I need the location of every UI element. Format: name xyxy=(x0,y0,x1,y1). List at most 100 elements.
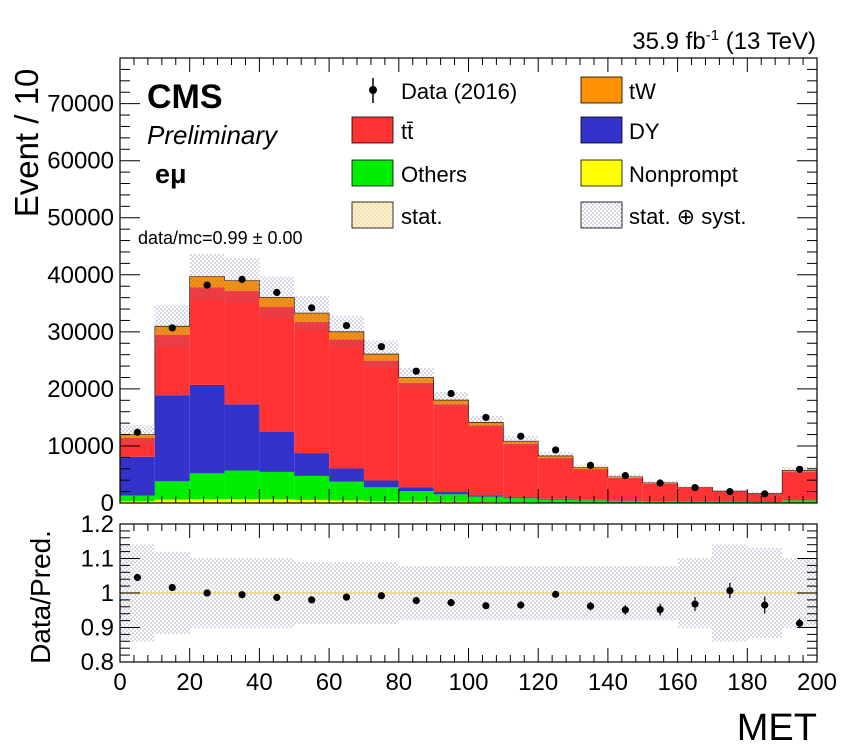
x-tick-label: 80 xyxy=(385,669,412,696)
ratio-point xyxy=(168,583,176,592)
bar-others xyxy=(189,473,225,500)
data-point xyxy=(795,465,804,473)
bar-others xyxy=(224,470,260,500)
preliminary-label: Preliminary xyxy=(147,120,279,150)
bar-ttbar xyxy=(573,469,608,500)
x-tick-label: 100 xyxy=(448,669,488,696)
ratio-point xyxy=(726,586,734,595)
ratio-point xyxy=(342,593,351,601)
ratio-point xyxy=(273,593,281,602)
ratio-point xyxy=(412,596,420,605)
bar-dy xyxy=(224,404,260,471)
bar-ttbar xyxy=(224,290,260,405)
bar-dy xyxy=(468,495,504,497)
ratio-point xyxy=(761,601,769,609)
y-axis-label: Event / 10 xyxy=(8,69,45,218)
ratio-point xyxy=(447,599,455,607)
bar-nonprompt xyxy=(329,500,364,503)
y-tick-label: 10000 xyxy=(47,433,114,460)
data-point xyxy=(273,288,281,297)
data-point xyxy=(377,343,385,351)
bar-ttbar xyxy=(642,483,678,502)
bar-ttbar xyxy=(677,487,713,502)
legend-item-tw: tW xyxy=(580,76,656,104)
x-tick-label: 20 xyxy=(176,669,203,696)
ratio-y-tick-label: 1.1 xyxy=(81,546,114,573)
data-point xyxy=(621,472,629,480)
bar-dy xyxy=(259,431,295,472)
ratio-point xyxy=(552,590,560,598)
bar-others xyxy=(154,481,190,500)
data-point xyxy=(586,461,595,469)
bar-ttbar xyxy=(538,457,574,499)
x-tick-label: 40 xyxy=(246,669,273,696)
data-point xyxy=(412,367,420,375)
bar-dy xyxy=(363,480,399,488)
stack-bars xyxy=(119,276,817,503)
data-point xyxy=(447,389,455,398)
bar-nonprompt xyxy=(398,501,434,503)
x-axis: 0 20 40 60 80 100 120 140 160 180 200 xyxy=(113,524,837,696)
y-tick-label: 30000 xyxy=(47,319,114,346)
legend-item-dy: DY xyxy=(580,116,660,144)
syst-band-bin xyxy=(294,295,330,331)
cms-label: CMS xyxy=(147,78,223,116)
bar-others xyxy=(398,491,434,502)
svg-text:tW: tW xyxy=(629,79,656,104)
bar-others xyxy=(607,500,643,503)
bar-dy xyxy=(294,453,330,476)
data-point xyxy=(133,428,142,436)
bar-others xyxy=(503,498,539,503)
x-tick-label: 140 xyxy=(588,669,628,696)
legend: Data (2016) tW tt̄ DY Others Nonprompt s… xyxy=(351,76,746,229)
bar-dy xyxy=(538,498,574,500)
y-tick-label: 20000 xyxy=(47,376,114,403)
ratio-y-tick-label: 1 xyxy=(101,580,114,607)
legend-item-nonprompt: Nonprompt xyxy=(580,159,738,187)
main-panel: 0 10000 20000 30000 40000 50000 60000 70000 xyxy=(47,57,818,517)
ratio-y-tick-label: 0.8 xyxy=(81,649,114,676)
bar-nonprompt xyxy=(294,499,330,503)
data-point xyxy=(552,446,560,454)
syst-band-bin xyxy=(259,276,295,318)
data-point xyxy=(238,275,246,283)
bar-nonprompt xyxy=(433,501,469,503)
ratio-y-tick-label: 1.2 xyxy=(81,511,114,538)
bar-nonprompt xyxy=(120,501,155,503)
data-point xyxy=(203,281,211,289)
bar-others xyxy=(782,500,817,503)
bar-ttbar xyxy=(607,477,643,501)
data-point xyxy=(517,432,525,440)
svg-text:DY: DY xyxy=(629,119,660,144)
ratio-point xyxy=(656,605,664,614)
bar-nonprompt xyxy=(259,499,295,503)
bar-others xyxy=(294,475,330,500)
ratio-point xyxy=(308,596,316,604)
bar-ttbar xyxy=(189,287,225,385)
ratio-point xyxy=(691,600,699,608)
bar-ttbar xyxy=(782,471,817,501)
svg-text:Others: Others xyxy=(401,162,467,187)
x-axis-main xyxy=(119,58,818,503)
data-point xyxy=(761,490,769,498)
y-tick-label: 70000 xyxy=(47,91,114,118)
syst-band-bin xyxy=(468,415,504,429)
y-tick-label: 40000 xyxy=(47,262,114,289)
data-point xyxy=(308,304,316,312)
ratio-y-tick-label: 0.9 xyxy=(81,615,114,642)
bar-others xyxy=(259,471,295,500)
syst-band-bin xyxy=(538,452,574,460)
syst-band-bin xyxy=(329,316,364,348)
data-point xyxy=(656,479,664,487)
bar-others xyxy=(642,501,678,503)
x-tick-label: 200 xyxy=(797,669,837,696)
x-tick-label: 180 xyxy=(727,669,767,696)
ratio-point xyxy=(517,601,525,609)
ratio-y-axis-label: Data/Pred. xyxy=(25,530,56,664)
y-tick-label: 50000 xyxy=(47,205,114,232)
legend-item-stat: stat. xyxy=(351,201,443,229)
bar-ttbar xyxy=(747,493,783,503)
svg-text:stat.: stat. xyxy=(401,204,443,229)
bar-nonprompt xyxy=(224,499,260,503)
y-tick-label: 60000 xyxy=(47,148,114,175)
